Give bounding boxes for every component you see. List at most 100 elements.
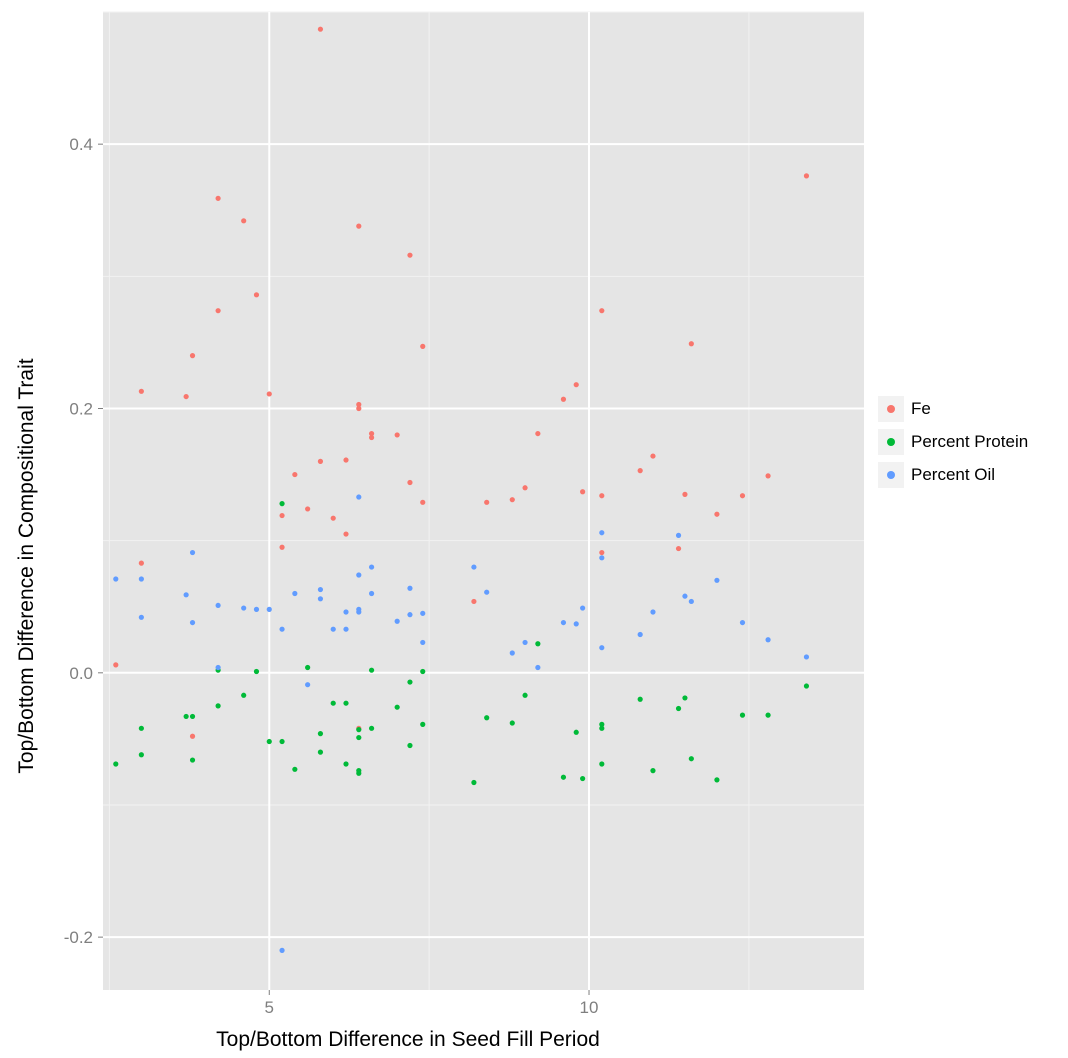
- point-fe: [317, 458, 324, 464]
- point-percent-protein: [330, 700, 336, 706]
- legend-item-percent-oil[interactable]: Percent Oil: [877, 458, 1059, 491]
- point-fe: [343, 531, 349, 537]
- legend: Fe Percent Protein Percent Oil: [877, 392, 1059, 491]
- point-percent-oil: [675, 532, 682, 538]
- point-percent-oil: [330, 626, 336, 632]
- point-fe: [560, 396, 567, 402]
- legend-dot-percent-protein: [887, 437, 895, 446]
- point-fe: [580, 489, 586, 495]
- point-fe: [599, 493, 605, 499]
- point-percent-protein: [368, 667, 375, 673]
- point-percent-oil: [484, 589, 490, 595]
- point-percent-protein: [573, 729, 579, 735]
- point-percent-oil: [189, 549, 196, 556]
- point-percent-protein: [305, 664, 311, 671]
- x-tick-label: 10: [580, 998, 599, 1017]
- point-fe: [765, 473, 771, 479]
- point-fe: [599, 549, 605, 556]
- legend-item-fe[interactable]: Fe: [877, 392, 1059, 425]
- y-axis-ticks: -0.2 0.0 0.2 0.4: [64, 135, 103, 947]
- point-fe: [471, 598, 477, 605]
- point-fe: [522, 485, 528, 491]
- y-axis-label: Top/Bottom Difference in Compositional T…: [15, 358, 38, 773]
- point-fe: [407, 479, 413, 486]
- legend-key-percent-protein: [877, 427, 905, 456]
- point-percent-protein: [343, 700, 349, 706]
- point-percent-oil: [765, 637, 771, 643]
- point-percent-protein: [138, 725, 144, 731]
- legend-key-percent-oil: [877, 460, 905, 489]
- point-percent-protein: [279, 738, 285, 745]
- point-percent-protein: [113, 761, 119, 767]
- point-percent-protein: [407, 742, 413, 749]
- legend-label-fe: Fe: [911, 398, 931, 418]
- point-percent-oil: [215, 602, 221, 609]
- point-fe: [407, 252, 413, 258]
- point-fe: [215, 195, 221, 201]
- legend-dot-fe: [887, 404, 895, 413]
- x-tick-label: 5: [265, 998, 274, 1017]
- point-percent-oil: [343, 609, 349, 615]
- point-fe: [356, 223, 362, 229]
- point-fe: [368, 430, 375, 437]
- point-percent-oil: [803, 654, 810, 660]
- point-percent-oil: [599, 555, 605, 561]
- point-percent-oil: [253, 606, 260, 612]
- point-percent-protein: [183, 713, 189, 720]
- point-percent-protein: [650, 768, 656, 774]
- point-percent-oil: [573, 621, 579, 627]
- point-percent-protein: [682, 695, 688, 701]
- point-fe: [189, 733, 196, 739]
- point-fe: [509, 497, 515, 503]
- point-percent-protein: [522, 692, 528, 698]
- point-percent-protein: [471, 779, 477, 786]
- point-fe: [714, 511, 720, 517]
- legend-item-percent-protein[interactable]: Percent Protein: [877, 425, 1059, 458]
- point-percent-protein: [356, 734, 362, 741]
- point-percent-oil: [580, 605, 586, 611]
- point-percent-oil: [279, 626, 285, 632]
- point-percent-oil: [138, 614, 144, 620]
- point-percent-protein: [637, 696, 643, 702]
- point-percent-protein: [253, 668, 260, 675]
- point-percent-oil: [317, 586, 324, 593]
- point-fe: [330, 515, 336, 521]
- point-fe: [739, 493, 746, 499]
- point-percent-oil: [407, 612, 413, 618]
- point-percent-protein: [343, 761, 349, 767]
- point-percent-protein: [509, 720, 515, 726]
- point-percent-protein: [407, 679, 413, 685]
- legend-label-percent-oil: Percent Oil: [911, 464, 996, 484]
- point-percent-oil: [279, 947, 285, 953]
- point-fe: [138, 388, 144, 394]
- y-tick-label: 0.4: [69, 135, 93, 154]
- point-percent-protein: [484, 715, 490, 721]
- point-percent-oil: [407, 585, 413, 591]
- point-percent-protein: [560, 774, 567, 780]
- point-percent-protein: [317, 731, 324, 737]
- point-percent-protein: [580, 775, 586, 782]
- point-percent-oil: [343, 626, 349, 632]
- y-tick-label: 0.2: [69, 399, 93, 418]
- point-percent-oil: [522, 639, 528, 646]
- point-fe: [573, 382, 579, 388]
- point-fe: [356, 401, 362, 408]
- plot-panel: [103, 12, 864, 990]
- point-percent-oil: [292, 590, 298, 597]
- point-percent-oil: [560, 619, 567, 626]
- point-percent-oil: [183, 592, 189, 598]
- data-points: [113, 26, 810, 953]
- point-fe: [420, 499, 426, 505]
- point-percent-protein: [138, 752, 144, 758]
- point-percent-oil: [637, 631, 643, 638]
- point-percent-protein: [356, 727, 362, 733]
- point-percent-protein: [599, 761, 605, 767]
- point-fe: [189, 353, 196, 359]
- point-percent-oil: [138, 576, 144, 582]
- point-fe: [343, 457, 349, 463]
- point-percent-oil: [266, 606, 272, 612]
- point-fe: [484, 499, 490, 505]
- point-fe: [279, 512, 285, 519]
